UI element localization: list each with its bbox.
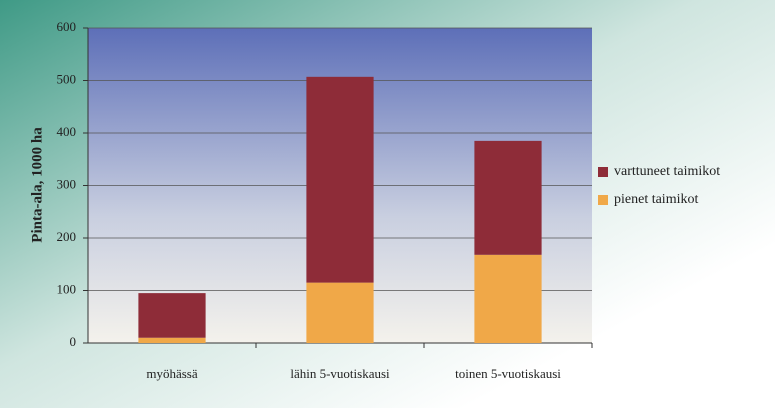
y-tick-label: 300 <box>57 176 77 191</box>
x-tick-label: myöhässä <box>146 366 198 381</box>
y-tick-label: 200 <box>57 229 77 244</box>
y-tick-label: 0 <box>70 334 77 349</box>
bar-segment <box>138 293 206 338</box>
legend-swatch <box>598 167 608 177</box>
y-tick-label: 100 <box>57 281 77 296</box>
bar-segment <box>474 254 542 343</box>
y-tick-label: 400 <box>57 124 77 139</box>
x-tick-label: lähin 5-vuotiskausi <box>290 366 390 381</box>
legend-label: varttuneet taimikot <box>614 164 720 179</box>
bar-segment <box>474 140 542 255</box>
bar-segment <box>306 282 374 343</box>
bar-segment <box>306 76 374 283</box>
x-tick-label: toinen 5-vuotiskausi <box>455 366 561 381</box>
y-tick-label: 500 <box>57 71 77 86</box>
bar-segment <box>138 337 206 343</box>
y-axis-label: Pinta-ala, 1000 ha <box>29 127 45 243</box>
legend-label: pienet taimikot <box>614 192 698 207</box>
y-tick-label: 600 <box>57 19 77 34</box>
legend-swatch <box>598 195 608 205</box>
